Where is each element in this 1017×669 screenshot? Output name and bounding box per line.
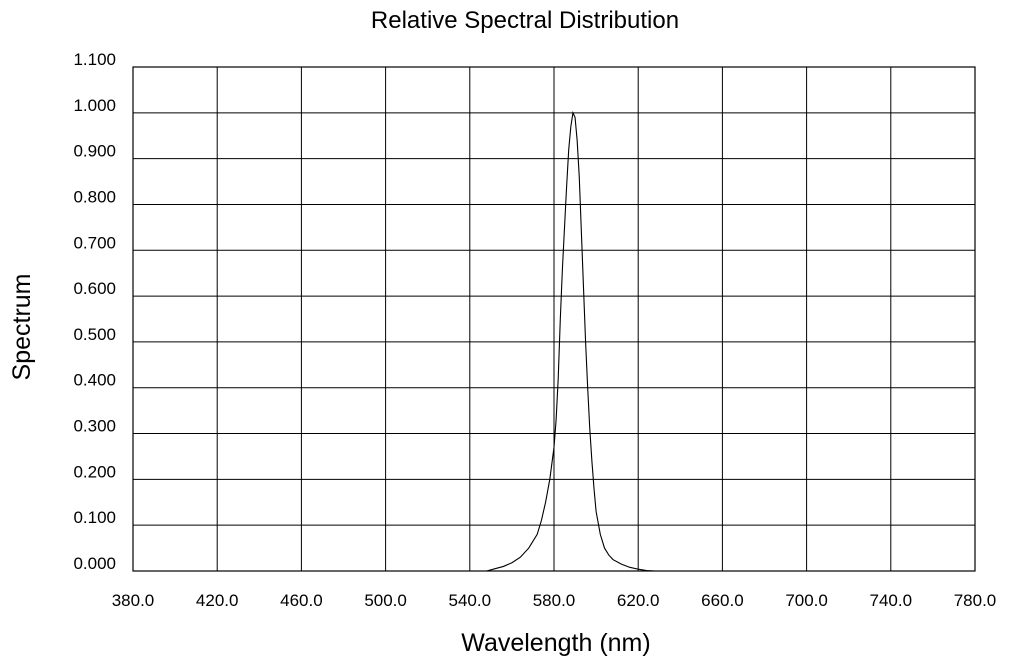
y-tick-label: 1.100 (73, 50, 116, 69)
x-tick-label: 500.0 (364, 591, 407, 610)
x-tick-label: 620.0 (617, 591, 660, 610)
y-tick-label: 0.800 (73, 187, 116, 206)
x-tick-label: 460.0 (280, 591, 323, 610)
x-tick-label: 420.0 (196, 591, 239, 610)
y-tick-label: 1.000 (73, 96, 116, 115)
x-tick-label: 380.0 (112, 591, 155, 610)
spectrum-line (486, 110, 656, 572)
y-tick-label: 0.500 (73, 325, 116, 344)
x-tick-label: 580.0 (533, 591, 576, 610)
y-tick-label: 0.700 (73, 233, 116, 252)
y-axis-ticks: 0.000 0.100 0.200 0.300 0.400 0.500 0.600 0.700… (73, 50, 116, 573)
y-tick-label: 0.900 (73, 142, 116, 161)
x-tick-label: 780.0 (954, 591, 997, 610)
y-tick-label: 0.000 (73, 554, 116, 573)
series-layer (486, 110, 656, 572)
y-tick-label: 0.400 (73, 371, 116, 390)
y-tick-label: 0.600 (73, 279, 116, 298)
x-tick-label: 540.0 (449, 591, 492, 610)
plot-frame (132, 66, 976, 572)
chart-title: Relative Spectral Distribution (371, 7, 679, 34)
x-axis-label: Wavelength (nm) (461, 629, 650, 657)
x-tick-label: 660.0 (701, 591, 744, 610)
x-axis-ticks: 380.0 420.0 460.0 500.0 540.0 580.0 620.0 660.0… (112, 591, 997, 610)
x-tick-label: 700.0 (785, 591, 828, 610)
y-axis-label: Spectrum (8, 274, 36, 381)
x-tick-label: 740.0 (870, 591, 913, 610)
grid (132, 66, 976, 572)
y-tick-label: 0.200 (73, 462, 116, 481)
y-tick-label: 0.100 (73, 508, 116, 527)
y-tick-label: 0.300 (73, 417, 116, 436)
